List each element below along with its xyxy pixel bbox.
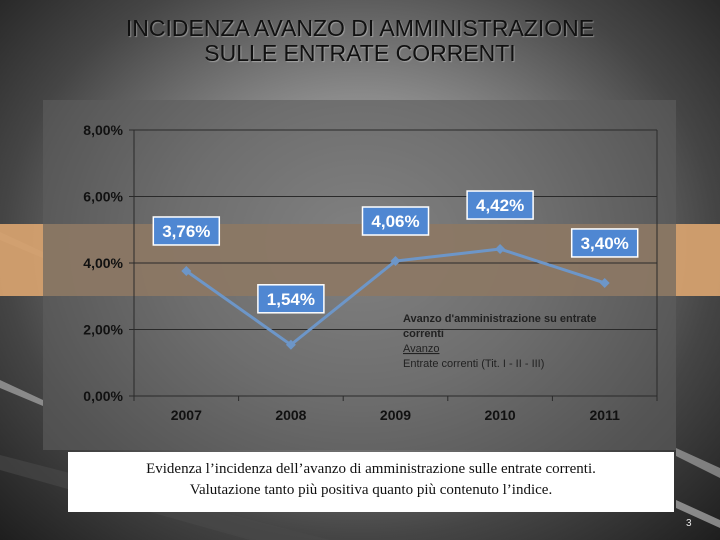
y-tick-label: 8,00% [83, 122, 123, 138]
caption-line-2: Valutazione tanto più positiva quanto pi… [189, 482, 553, 498]
data-label: 1,54% [267, 290, 315, 309]
data-label-box [361, 206, 430, 236]
data-point [181, 265, 192, 276]
legend-text: Entrate correnti (Tit. I - II - III) [403, 358, 544, 370]
slide-number: 3 [686, 518, 692, 529]
data-point [599, 277, 610, 288]
legend-text: Avanzo [403, 343, 440, 355]
legend-text: Avanzo d'amministrazione su entrate [403, 313, 597, 325]
chart-background [43, 100, 676, 450]
data-label: 4,42% [476, 196, 524, 215]
data-point [285, 339, 296, 350]
data-point [495, 244, 506, 255]
x-tick-label: 2008 [275, 407, 306, 423]
data-label-box [257, 284, 325, 314]
title-line-1: INCIDENZA AVANZO DI AMMINISTRAZIONE [125, 15, 595, 41]
caption-line-1: Evidenza l’incidenza dell’avanzo di ammi… [146, 461, 596, 477]
x-tick-label: 2010 [485, 407, 516, 423]
y-tick-label: 2,00% [83, 322, 123, 338]
caption-box: Evidenza l’incidenza dell’avanzo di ammi… [68, 452, 674, 512]
slide-title: INCIDENZA AVANZO DI AMMINISTRAZIONE SULL… [0, 16, 720, 66]
y-tick-label: 4,00% [83, 255, 123, 271]
data-label: 3,40% [581, 234, 629, 253]
data-label-box [152, 216, 221, 246]
x-tick-label: 2011 [590, 407, 621, 423]
data-label-box [466, 190, 534, 220]
data-point [390, 256, 401, 267]
x-tick-label: 2009 [380, 407, 411, 423]
data-label: 3,76% [162, 222, 210, 241]
legend-text: correnti [403, 328, 444, 340]
y-tick-label: 6,00% [83, 189, 123, 205]
data-label: 4,06% [371, 212, 419, 231]
title-line-2: SULLE ENTRATE CORRENTI [204, 40, 516, 66]
y-tick-label: 0,00% [83, 388, 123, 404]
data-label-box [570, 228, 639, 258]
x-tick-label: 2007 [171, 407, 202, 423]
